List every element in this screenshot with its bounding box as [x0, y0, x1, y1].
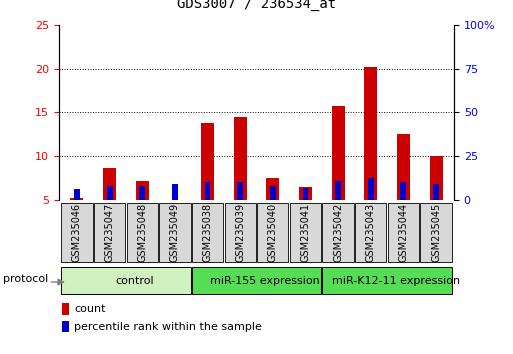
- FancyBboxPatch shape: [61, 267, 190, 295]
- Bar: [331, 106, 345, 200]
- Bar: [62, 303, 69, 315]
- Bar: [140, 186, 145, 200]
- Bar: [270, 185, 276, 200]
- Text: protocol: protocol: [4, 274, 49, 284]
- FancyBboxPatch shape: [225, 203, 256, 263]
- Text: GSM235045: GSM235045: [431, 203, 441, 262]
- Text: miR-K12-11 expression: miR-K12-11 expression: [331, 275, 460, 286]
- Bar: [397, 134, 410, 200]
- FancyBboxPatch shape: [257, 203, 288, 263]
- Bar: [364, 67, 377, 200]
- FancyBboxPatch shape: [94, 203, 125, 263]
- FancyBboxPatch shape: [388, 203, 419, 263]
- Bar: [103, 169, 116, 200]
- FancyBboxPatch shape: [127, 203, 158, 263]
- Bar: [201, 123, 214, 200]
- Text: GSM235047: GSM235047: [105, 203, 114, 262]
- FancyBboxPatch shape: [159, 203, 190, 263]
- Text: control: control: [115, 275, 154, 286]
- Bar: [433, 184, 439, 200]
- FancyBboxPatch shape: [192, 267, 321, 295]
- Bar: [237, 182, 243, 200]
- Bar: [429, 156, 443, 200]
- Text: miR-155 expression: miR-155 expression: [210, 275, 320, 286]
- Text: GSM235040: GSM235040: [268, 203, 278, 262]
- Text: GSM235042: GSM235042: [333, 203, 343, 262]
- Text: GDS3007 / 236534_at: GDS3007 / 236534_at: [177, 0, 336, 11]
- Bar: [266, 178, 280, 200]
- Bar: [107, 185, 112, 200]
- Text: GSM235043: GSM235043: [366, 203, 376, 262]
- Text: GSM235046: GSM235046: [72, 203, 82, 262]
- Text: GSM235041: GSM235041: [301, 203, 310, 262]
- FancyBboxPatch shape: [355, 203, 386, 263]
- FancyBboxPatch shape: [420, 203, 452, 263]
- FancyBboxPatch shape: [192, 203, 223, 263]
- Text: GSM235038: GSM235038: [203, 203, 212, 262]
- Bar: [70, 198, 84, 200]
- Bar: [368, 178, 373, 200]
- FancyBboxPatch shape: [323, 203, 354, 263]
- Bar: [74, 189, 80, 200]
- Bar: [136, 181, 149, 200]
- Bar: [172, 184, 178, 200]
- Text: count: count: [74, 304, 106, 314]
- Text: GSM235049: GSM235049: [170, 203, 180, 262]
- Text: GSM235044: GSM235044: [399, 203, 408, 262]
- Bar: [233, 117, 247, 200]
- Bar: [299, 187, 312, 200]
- Bar: [401, 182, 406, 200]
- FancyBboxPatch shape: [61, 203, 93, 263]
- Text: percentile rank within the sample: percentile rank within the sample: [74, 321, 262, 332]
- Bar: [303, 188, 308, 200]
- Text: GSM235048: GSM235048: [137, 203, 147, 262]
- FancyBboxPatch shape: [323, 267, 452, 295]
- FancyBboxPatch shape: [290, 203, 321, 263]
- Bar: [62, 321, 69, 332]
- Bar: [335, 181, 341, 200]
- Bar: [205, 182, 210, 200]
- Text: GSM235039: GSM235039: [235, 203, 245, 262]
